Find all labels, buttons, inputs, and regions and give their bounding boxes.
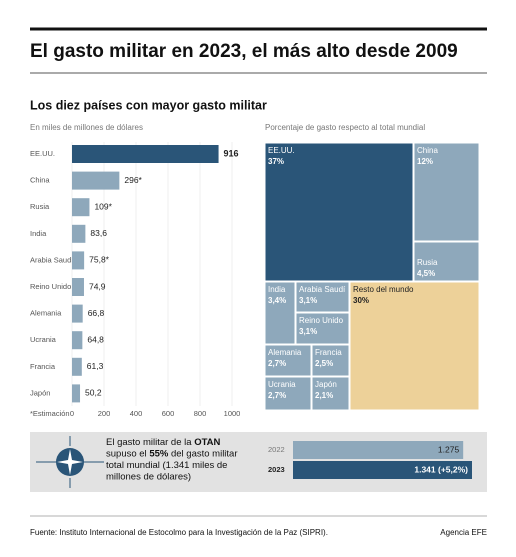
x-tick-label: 200 bbox=[98, 409, 111, 418]
treemap-value: 3,1% bbox=[299, 327, 317, 336]
bar bbox=[72, 331, 83, 350]
treemap-cell bbox=[264, 142, 414, 282]
category-label: Reino Unido bbox=[30, 282, 71, 291]
axis-label: En miles de millones de dólares bbox=[30, 123, 143, 132]
bar bbox=[72, 224, 86, 243]
treemap-cell bbox=[311, 376, 350, 411]
treemap-label: Arabia Saudí bbox=[299, 285, 346, 294]
treemap-value: 2,1% bbox=[315, 391, 333, 400]
bar bbox=[72, 171, 120, 190]
category-label: Alemania bbox=[30, 309, 62, 318]
value-label: 109* bbox=[94, 201, 112, 211]
treemap-value: 3,4% bbox=[268, 296, 286, 305]
treemap-cell bbox=[311, 344, 350, 377]
treemap-cell bbox=[413, 241, 480, 282]
treemap-value: 2,5% bbox=[315, 359, 333, 368]
treemap-label: Ucrania bbox=[268, 380, 296, 389]
title: El gasto militar en 2023, el más alto de… bbox=[30, 41, 458, 62]
treemap-value: 3,1% bbox=[299, 296, 317, 305]
category-label: Ucrania bbox=[30, 335, 57, 344]
category-label: Arabia Saudí bbox=[30, 255, 74, 264]
bar bbox=[72, 198, 90, 217]
source: Fuente: Instituto Internacional de Estoc… bbox=[30, 528, 328, 537]
treemap-value: 37% bbox=[268, 157, 284, 166]
treemap-label: Reino Unido bbox=[299, 316, 344, 325]
x-tick-label: 600 bbox=[162, 409, 175, 418]
nato-note-part: supuso el bbox=[106, 448, 149, 459]
nato-note-line: El gasto militar de la OTAN bbox=[106, 437, 221, 448]
value-label: 1.341 (+5,2%) bbox=[414, 464, 468, 474]
treemap-title: Porcentaje de gasto respecto al total mu… bbox=[265, 123, 425, 132]
treemap-label: Japón bbox=[315, 380, 337, 389]
treemap-label: Francia bbox=[315, 348, 342, 357]
treemap-label: Resto del mundo bbox=[353, 285, 414, 294]
bar bbox=[293, 441, 464, 459]
nato-note-line: total mundial (1.341 miles de bbox=[106, 460, 227, 471]
nato-note-part: 55% bbox=[149, 448, 169, 459]
treemap-cell bbox=[264, 376, 312, 411]
treemap-cell bbox=[264, 344, 312, 377]
treemap-label: India bbox=[268, 285, 286, 294]
treemap-cell bbox=[295, 281, 350, 313]
note: *Estimación bbox=[30, 409, 70, 418]
treemap-value: 2,7% bbox=[268, 391, 286, 400]
treemap-value: 2,7% bbox=[268, 359, 286, 368]
category-label: Francia bbox=[30, 362, 56, 371]
treemap-cell bbox=[349, 281, 480, 411]
value-label: 50,2 bbox=[85, 388, 102, 398]
x-tick-label: 800 bbox=[194, 409, 207, 418]
nato-note-line: millones de dólares) bbox=[106, 471, 191, 482]
value-label: 1.275 bbox=[438, 444, 460, 454]
value-label: 83,6 bbox=[90, 228, 107, 238]
year-label: 2022 bbox=[268, 445, 285, 454]
x-tick-label: 0 bbox=[70, 409, 74, 418]
x-tick-label: 400 bbox=[130, 409, 143, 418]
category-label: India bbox=[30, 229, 47, 238]
category-label: Japón bbox=[30, 388, 50, 397]
value-label: 64,8 bbox=[87, 334, 104, 344]
value-label: 296* bbox=[124, 175, 142, 185]
nato-note-part: total mundial (1.341 miles de bbox=[106, 460, 227, 471]
treemap-label: Rusia bbox=[417, 258, 438, 267]
bar bbox=[72, 384, 81, 403]
credit: Agencia EFE bbox=[440, 528, 487, 537]
nato-note-line: supuso el 55% del gasto militar bbox=[106, 448, 238, 459]
bar bbox=[72, 251, 85, 270]
treemap-label: China bbox=[417, 146, 438, 155]
value-label: 75,8* bbox=[89, 255, 110, 265]
treemap-cell bbox=[295, 312, 350, 345]
nato-logo bbox=[36, 436, 104, 488]
value-label: 916 bbox=[224, 148, 239, 158]
bar bbox=[72, 304, 83, 323]
treemap-value: 30% bbox=[353, 296, 369, 305]
year-label: 2023 bbox=[268, 465, 285, 474]
bar bbox=[72, 145, 219, 163]
bar bbox=[72, 278, 84, 296]
treemap-label: Alemania bbox=[268, 348, 302, 357]
treemap-cell bbox=[413, 142, 480, 242]
category-label: China bbox=[30, 176, 50, 185]
nato-note-part: millones de dólares) bbox=[106, 471, 191, 482]
treemap-value: 12% bbox=[417, 157, 433, 166]
bar bbox=[293, 461, 472, 479]
value-label: 66,8 bbox=[88, 308, 105, 318]
treemap-cell bbox=[264, 281, 296, 345]
category-label: Rusia bbox=[30, 202, 50, 211]
treemap-label: EE.UU. bbox=[268, 146, 295, 155]
treemap-value: 4,5% bbox=[417, 269, 435, 278]
nato-note-part: del gasto militar bbox=[168, 448, 237, 459]
category-label: EE.UU. bbox=[30, 149, 55, 158]
x-tick-label: 1000 bbox=[224, 409, 241, 418]
nato-note-part: OTAN bbox=[194, 437, 220, 448]
bar bbox=[72, 357, 82, 376]
value-label: 74,9 bbox=[89, 281, 106, 291]
subtitle: Los diez países con mayor gasto militar bbox=[30, 98, 267, 112]
nato-note-part: El gasto militar de la bbox=[106, 437, 194, 448]
value-label: 61,3 bbox=[87, 361, 104, 371]
